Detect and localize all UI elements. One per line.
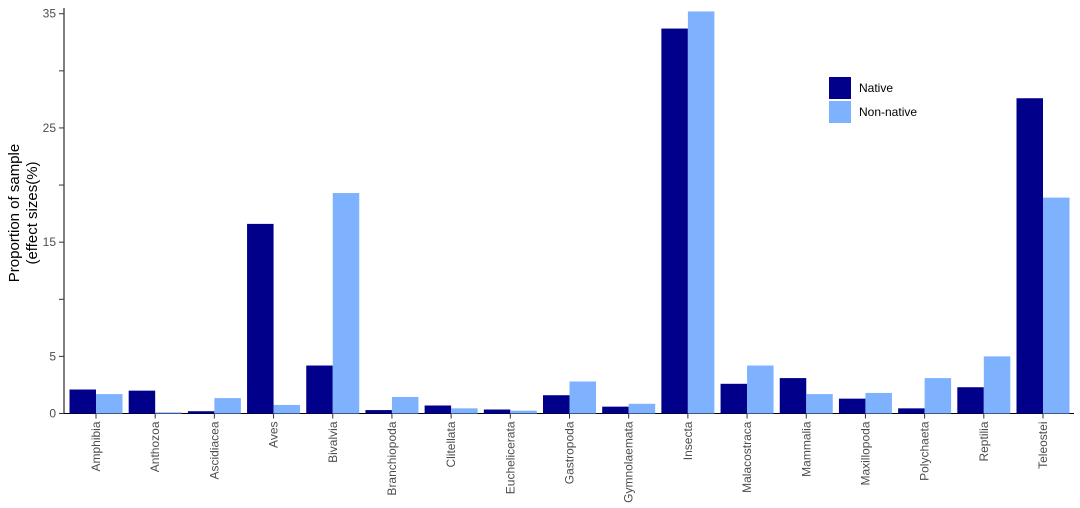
bar-non-native bbox=[924, 378, 952, 414]
bar-non-native bbox=[983, 356, 1011, 414]
bar-non-native bbox=[628, 403, 656, 414]
bar-non-native bbox=[865, 392, 892, 414]
bar-native bbox=[898, 408, 925, 414]
bar-non-native bbox=[747, 365, 774, 414]
bar-non-native bbox=[273, 404, 301, 414]
x-tick-label: Ascidiacea bbox=[207, 421, 221, 479]
bar-native bbox=[424, 405, 452, 414]
bar-native bbox=[483, 409, 511, 414]
x-axis: Amphibia Anthozoa Ascidiacea Aves Bivalvia Br… bbox=[64, 413, 1074, 503]
y-axis-title-line2: (effect sizes(%) bbox=[24, 161, 41, 264]
y-axis-title: Proportion of sample (effect sizes(%) bbox=[6, 144, 41, 282]
bar-native bbox=[602, 406, 629, 414]
bar-native bbox=[543, 395, 570, 414]
x-tick-label: Teleostei bbox=[1036, 422, 1050, 469]
y-tick-label: 5 bbox=[49, 349, 56, 363]
bar-native bbox=[1016, 98, 1043, 414]
bar-native bbox=[661, 28, 688, 414]
bar-native bbox=[187, 411, 215, 414]
x-tick-label: Maxillopoda bbox=[858, 421, 872, 485]
legend-label: Native bbox=[859, 81, 893, 95]
bar-non-native bbox=[806, 394, 833, 414]
bar-native bbox=[69, 389, 96, 414]
x-tick-label: Clitellata bbox=[444, 421, 458, 467]
x-tick-label: Bivalvia bbox=[326, 421, 340, 463]
bar-non-native bbox=[687, 11, 715, 414]
bar-native bbox=[247, 223, 274, 414]
legend-swatch bbox=[829, 77, 851, 99]
x-tick-label: Aves bbox=[267, 422, 281, 448]
bar-native bbox=[306, 365, 333, 414]
bar-non-native bbox=[1043, 197, 1070, 414]
bar-non-native bbox=[391, 396, 419, 414]
x-tick-label: Branchiopoda bbox=[385, 421, 399, 495]
bar-non-native bbox=[451, 408, 478, 414]
x-tick-label: Gastropoda bbox=[563, 421, 577, 484]
bar-native bbox=[838, 398, 866, 414]
legend: Native Non-native bbox=[829, 77, 917, 123]
bar-native bbox=[128, 390, 156, 414]
x-tick-label: Amphibia bbox=[89, 421, 103, 471]
y-axis: 0 5 15 25 35 bbox=[43, 7, 65, 421]
x-tick-label: Mammalia bbox=[799, 421, 813, 477]
x-tick-label: Polychaeta bbox=[918, 421, 932, 481]
x-tick-label: Insecta bbox=[681, 421, 695, 460]
bar-non-native bbox=[96, 394, 123, 414]
legend-swatch bbox=[829, 101, 851, 123]
bar-native bbox=[957, 387, 984, 414]
bar-non-native bbox=[510, 410, 537, 414]
bar-non-native bbox=[214, 398, 241, 414]
y-tick-label: 35 bbox=[43, 7, 57, 21]
bar-non-native bbox=[155, 412, 182, 414]
bar-native bbox=[720, 383, 748, 414]
x-tick-label: Malacostraca bbox=[740, 421, 754, 493]
y-tick-label: 25 bbox=[43, 121, 57, 135]
bar-non-native bbox=[332, 193, 360, 414]
x-tick-label: Anthozoa bbox=[148, 421, 162, 472]
bar-native bbox=[365, 410, 392, 414]
x-tick-label: Euchelicerata bbox=[503, 421, 517, 494]
x-tick-label: Reptilia bbox=[977, 421, 991, 461]
y-tick-label: 15 bbox=[43, 235, 57, 249]
bars bbox=[69, 11, 1070, 414]
bar-non-native bbox=[569, 381, 596, 414]
x-tick-label: Gymnolaemata bbox=[622, 421, 636, 503]
legend-label: Non-native bbox=[859, 105, 917, 119]
y-tick-label: 0 bbox=[49, 407, 56, 421]
bar-native bbox=[779, 378, 807, 414]
y-axis-title-line1: Proportion of sample bbox=[6, 144, 23, 282]
